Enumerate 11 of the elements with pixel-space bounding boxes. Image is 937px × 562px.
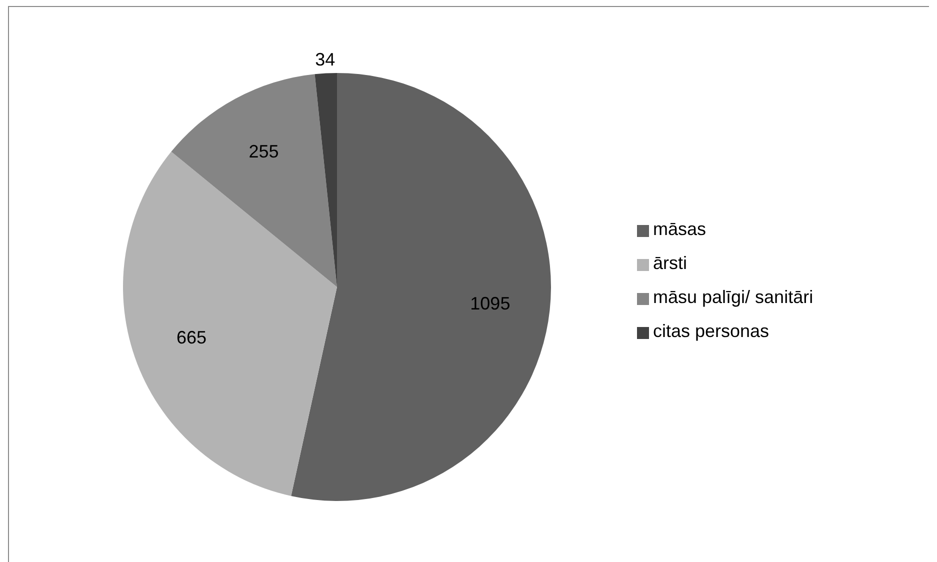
pie-slice xyxy=(291,73,551,501)
pie-slice xyxy=(171,74,337,287)
data-label: 255 xyxy=(248,141,279,162)
data-label: 665 xyxy=(176,328,207,348)
pie-slice xyxy=(314,73,337,287)
legend-label: māsu palīgi/ sanitāri xyxy=(653,287,814,307)
legend-label: citas personas xyxy=(653,321,770,341)
data-label: 34 xyxy=(315,49,336,70)
legend-label: ārsti xyxy=(653,253,688,273)
legend-label: māsas xyxy=(653,219,706,239)
data-label: 1095 xyxy=(470,294,510,314)
